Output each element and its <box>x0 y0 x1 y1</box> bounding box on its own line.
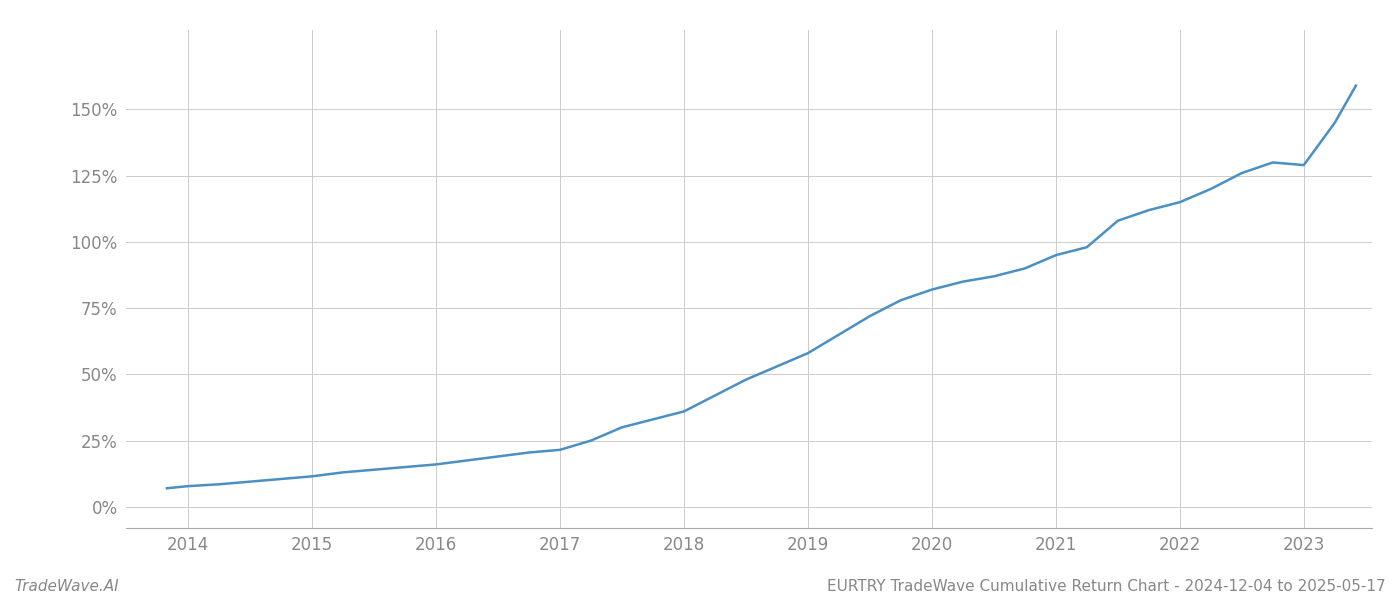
Text: TradeWave.AI: TradeWave.AI <box>14 579 119 594</box>
Text: EURTRY TradeWave Cumulative Return Chart - 2024-12-04 to 2025-05-17: EURTRY TradeWave Cumulative Return Chart… <box>827 579 1386 594</box>
